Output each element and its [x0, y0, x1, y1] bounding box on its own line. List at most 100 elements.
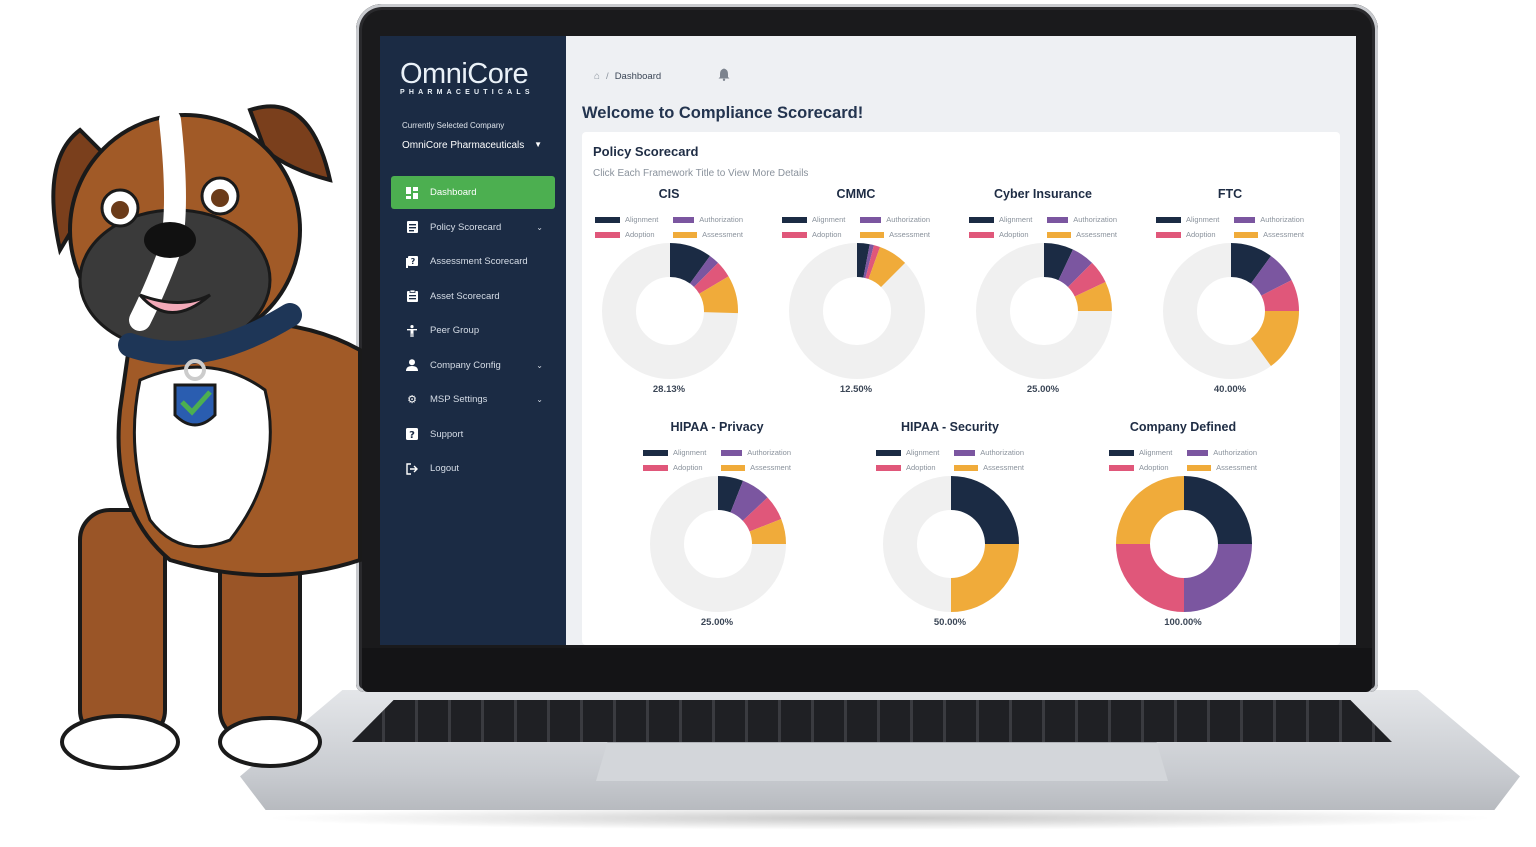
chart-title[interactable]: FTC: [1217, 187, 1243, 201]
bell-icon[interactable]: [718, 68, 730, 84]
donut-segment-alignment[interactable]: [1231, 243, 1271, 284]
sidebar-item-peer-group[interactable]: Peer Group: [391, 314, 555, 347]
legend-authorization[interactable]: Authorization: [1234, 215, 1304, 224]
sidebar-item-asset-scorecard[interactable]: Asset Scorecard: [391, 280, 555, 313]
donut-segment-authorization[interactable]: [863, 244, 874, 279]
sidebar: OmniCore PHARMACEUTICALS Currently Selec…: [380, 36, 566, 645]
legend-adoption[interactable]: Adoption: [1156, 230, 1226, 239]
gear-icon: ⚙: [407, 394, 417, 406]
donut-segment-adoption[interactable]: [1116, 544, 1184, 612]
chart-ftc: FTC Alignment Authorization Adoption Assessm…: [1145, 187, 1315, 397]
legend-authorization[interactable]: Authorization: [1187, 448, 1257, 457]
donut-segment-assessment[interactable]: [951, 544, 1019, 612]
home-icon[interactable]: ⌂: [594, 71, 601, 82]
legend-alignment[interactable]: Alignment: [595, 215, 665, 224]
donut-chart[interactable]: [883, 476, 1019, 612]
chart-percent-label: 12.50%: [839, 384, 873, 395]
donut-segment-assessment[interactable]: [868, 247, 906, 287]
donut-segment-alignment[interactable]: [857, 243, 870, 278]
sidebar-item-support[interactable]: ? Support: [391, 418, 555, 451]
chart-title[interactable]: CIS: [658, 187, 680, 201]
chart-title[interactable]: Cyber Insurance: [994, 187, 1092, 201]
chart-title[interactable]: HIPAA - Security: [901, 420, 999, 434]
donut-segment-adoption[interactable]: [1068, 262, 1106, 297]
legend-adoption[interactable]: Adoption: [595, 230, 665, 239]
sidebar-item-company-config[interactable]: Company Config ⌄: [391, 349, 555, 382]
donut-segment-alignment[interactable]: [1184, 476, 1252, 544]
donut-segment-alignment[interactable]: [670, 243, 710, 284]
legend-authorization[interactable]: Authorization: [954, 448, 1024, 457]
chart-cis: CIS Alignment Authorization Adoption Assessm…: [584, 187, 754, 397]
donut-segment-authorization[interactable]: [689, 255, 719, 287]
legend-alignment[interactable]: Alignment: [876, 448, 946, 457]
legend-adoption[interactable]: Adoption: [1109, 463, 1179, 472]
legend-swatch: [673, 231, 698, 238]
legend-swatch: [1109, 464, 1134, 471]
donut-chart[interactable]: [976, 243, 1112, 379]
legend-swatch: [876, 464, 901, 471]
donut-chart[interactable]: [1163, 243, 1299, 379]
donut-chart[interactable]: [602, 243, 738, 379]
legend-assessment[interactable]: Assessment: [1047, 230, 1117, 239]
legend-authorization[interactable]: Authorization: [673, 215, 743, 224]
legend-adoption[interactable]: Adoption: [643, 463, 713, 472]
sidebar-item-dashboard[interactable]: Dashboard: [391, 176, 555, 209]
chart-title[interactable]: HIPAA - Privacy: [670, 420, 764, 434]
company-select[interactable]: OmniCore Pharmaceuticals ▼: [402, 140, 542, 151]
legend-assessment[interactable]: Assessment: [721, 463, 791, 472]
legend-authorization[interactable]: Authorization: [860, 215, 930, 224]
legend-authorization[interactable]: Authorization: [1047, 215, 1117, 224]
legend-authorization[interactable]: Authorization: [721, 448, 791, 457]
legend-alignment[interactable]: Alignment: [643, 448, 713, 457]
sidebar-item-label: Dashboard: [430, 187, 477, 198]
legend-adoption[interactable]: Adoption: [969, 230, 1039, 239]
donut-segment-assessment[interactable]: [699, 276, 738, 314]
chart-title[interactable]: CMMC: [836, 187, 876, 201]
donut-segment-alignment[interactable]: [951, 476, 1019, 544]
legend-assessment[interactable]: Assessment: [1234, 230, 1304, 239]
svg-text:?: ?: [409, 430, 415, 440]
question-book-icon: ?: [405, 255, 419, 269]
legend-alignment[interactable]: Alignment: [1109, 448, 1179, 457]
omnicore-logo[interactable]: OmniCore PHARMACEUTICALS: [400, 58, 550, 96]
legend-alignment[interactable]: Alignment: [782, 215, 852, 224]
donut-segment-adoption[interactable]: [694, 262, 729, 294]
donut-segment-alignment[interactable]: [718, 476, 744, 513]
legend-label: Assessment: [750, 463, 791, 472]
donut-segment-assessment[interactable]: [1116, 476, 1184, 544]
donut-segment-authorization[interactable]: [730, 480, 768, 521]
donut-segment-adoption[interactable]: [742, 497, 782, 532]
sidebar-item-msp-settings[interactable]: ⚙ MSP Settings ⌄: [391, 383, 555, 416]
legend-assessment[interactable]: Assessment: [860, 230, 930, 239]
legend-label: Alignment: [625, 215, 659, 224]
legend-alignment[interactable]: Alignment: [969, 215, 1039, 224]
sidebar-item-logout[interactable]: Logout: [391, 452, 555, 485]
donut-segment-alignment[interactable]: [1044, 243, 1073, 281]
donut-chart[interactable]: [789, 243, 925, 379]
sidebar-nav: Dashboard Policy Scorecard ⌄ ? Assessmen…: [391, 176, 555, 487]
donut-segment-adoption[interactable]: [865, 245, 881, 280]
legend-swatch: [876, 449, 901, 456]
sidebar-item-policy-scorecard[interactable]: Policy Scorecard ⌄: [391, 211, 555, 244]
sidebar-item-label: Policy Scorecard: [430, 221, 502, 233]
legend-label: Adoption: [906, 463, 936, 472]
donut-segment-assessment[interactable]: [1074, 282, 1112, 311]
legend-adoption[interactable]: Adoption: [876, 463, 946, 472]
chevron-down-icon: ⌄: [536, 395, 543, 404]
legend-adoption[interactable]: Adoption: [782, 230, 852, 239]
chevron-down-icon: ⌄: [536, 222, 543, 232]
donut-segment-assessment[interactable]: [749, 518, 786, 544]
donut-segment-authorization[interactable]: [1250, 255, 1292, 296]
legend-assessment[interactable]: Assessment: [1187, 463, 1257, 472]
donut-chart[interactable]: [1116, 476, 1252, 612]
chart-title[interactable]: Company Defined: [1129, 420, 1237, 434]
donut-segment-adoption[interactable]: [1261, 280, 1299, 311]
donut-segment-authorization[interactable]: [1058, 249, 1093, 287]
donut-segment-assessment[interactable]: [1250, 311, 1299, 367]
donut-chart[interactable]: [650, 476, 786, 612]
legend-alignment[interactable]: Alignment: [1156, 215, 1226, 224]
legend-assessment[interactable]: Assessment: [954, 463, 1024, 472]
sidebar-item-assessment-scorecard[interactable]: ? Assessment Scorecard: [391, 245, 555, 278]
legend-assessment[interactable]: Assessment: [673, 230, 743, 239]
donut-segment-authorization[interactable]: [1184, 544, 1252, 612]
